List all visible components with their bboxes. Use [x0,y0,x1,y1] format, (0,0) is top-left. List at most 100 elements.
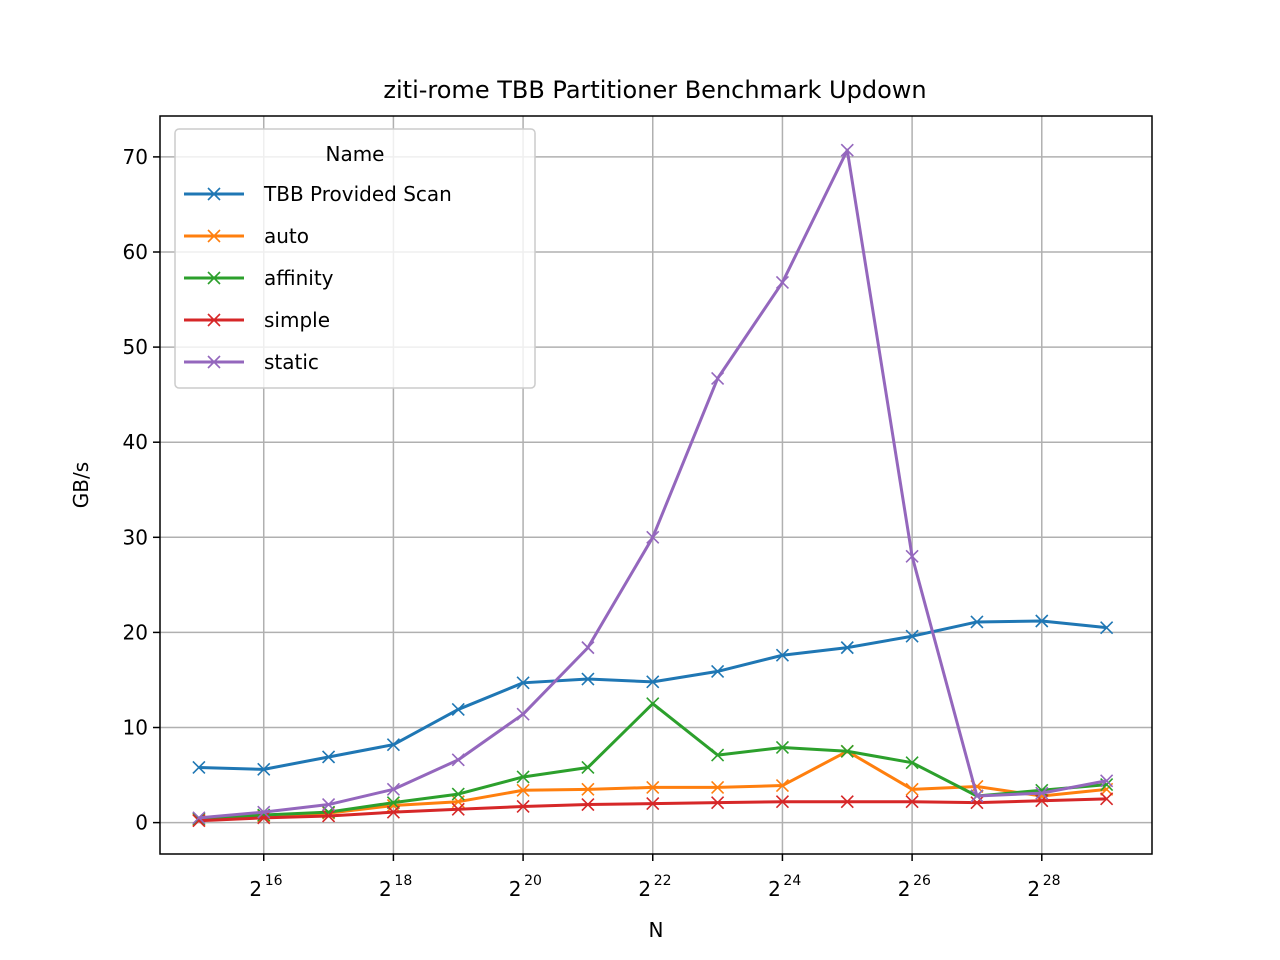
marker-stroke [775,795,789,809]
marker-stroke [386,738,400,752]
legend-title: Name [325,142,384,166]
legend-marker [207,271,221,285]
data-point-static [516,707,530,721]
data-point-simple [970,796,984,810]
legend-item-auto: auto [184,224,309,248]
marker-stroke [646,780,660,794]
series-static [192,143,1114,825]
y-tick-label: 30 [123,525,148,549]
data-point-simple [711,796,725,810]
data-point-affinity [581,760,595,775]
marker-stroke [840,143,854,157]
data-point-tbb-provided-scan [257,762,271,776]
marker-stroke [322,809,336,823]
marker-stroke [581,641,595,655]
data-point-tbb-provided-scan [322,750,336,764]
marker-stroke [775,648,789,662]
x-tick-exponent: 20 [524,873,542,889]
marker-stroke [646,697,660,711]
data-point-affinity [905,756,919,770]
x-tick-exponent: 16 [265,873,283,889]
marker-stroke [1100,621,1114,635]
data-point-static [386,782,400,796]
y-tick-label: 10 [123,716,148,740]
data-point-simple [516,799,530,814]
legend-item-affinity: affinity [184,266,334,290]
data-point-simple [581,797,595,812]
marker-stroke [207,187,221,201]
x-tick-base: 2 [1027,877,1040,901]
data-point-static [1100,774,1114,788]
y-tick-label: 50 [123,335,148,359]
marker-stroke [581,760,595,775]
legend-marker [207,187,221,201]
data-point-simple [905,795,919,809]
x-tick-exponent: 18 [394,873,412,889]
legend-label: simple [264,308,330,332]
marker-stroke [516,676,530,690]
data-point-affinity [840,744,854,758]
marker-stroke [257,811,271,825]
data-point-auto [516,783,530,797]
legend-marker [207,313,221,327]
marker-stroke [451,702,465,717]
legend-item-tbb-provided-scan: TBB Provided Scan [184,182,452,206]
x-axis-label: N [649,918,664,942]
x-tick-exponent: 24 [783,873,801,889]
marker-stroke [905,756,919,770]
data-point-static [1035,786,1049,800]
legend-item-simple: simple [184,308,330,332]
data-point-tbb-provided-scan [646,675,660,689]
marker-stroke [1100,774,1114,788]
data-point-affinity [711,748,725,762]
x-tick-base: 2 [249,877,262,901]
series-tbb-provided-scan [192,614,1114,776]
legend-items: TBB Provided Scan auto affinity simple stati… [184,182,452,374]
marker-stroke [192,760,206,775]
x-tick-base: 2 [898,877,911,901]
marker-stroke [840,795,854,809]
data-point-affinity [386,796,400,810]
data-point-static [905,549,919,563]
marker-stroke [840,744,854,758]
marker-stroke [970,789,984,803]
marker-stroke [905,549,919,563]
data-point-tbb-provided-scan [905,629,919,643]
marker-stroke [1035,614,1049,628]
legend-box [174,128,536,389]
data-point-simple [775,795,789,809]
marker-stroke [257,762,271,776]
data-point-simple [1100,792,1114,806]
data-point-static [970,789,984,803]
marker-stroke [1100,778,1114,792]
data-point-static [192,811,206,825]
y-axis-label: GB/s [69,462,93,508]
y-tick-label: 70 [123,145,148,169]
y-tick-label: 20 [123,620,148,644]
data-point-tbb-provided-scan [1100,621,1114,635]
marker-stroke [970,615,984,629]
legend-marker [207,355,221,369]
marker-stroke [581,782,595,796]
x-tick-exponent: 28 [1043,873,1061,889]
marker-stroke [905,629,919,643]
marker-stroke [711,780,725,794]
data-point-tbb-provided-scan [970,615,984,629]
marker-stroke [646,530,660,544]
plot-frame [159,115,1153,855]
marker-stroke [386,796,400,810]
marker-stroke [970,796,984,810]
data-point-simple [451,802,465,816]
marker-stroke [711,664,725,678]
chart-title: ziti-rome TBB Partitioner Benchmark Updo… [383,76,926,104]
data-point-tbb-provided-scan [451,702,465,717]
data-point-tbb-provided-scan [1035,614,1049,628]
x-tick-base: 2 [509,877,522,901]
data-point-static [451,753,465,767]
marker-stroke [1035,786,1049,800]
marker-stroke [386,782,400,796]
data-point-auto [905,782,919,796]
series-lines [192,143,1114,828]
data-point-static [775,275,789,289]
